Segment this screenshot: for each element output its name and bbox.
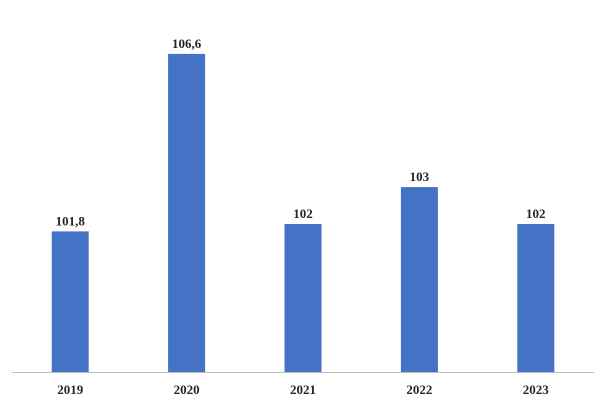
value-labels-group: 101,8 106,6 102 103 102 bbox=[56, 36, 546, 228]
x-tick-label-2020: 2020 bbox=[174, 382, 200, 397]
bars-group bbox=[51, 53, 555, 373]
x-tick-labels-group: 2019 2020 2021 2022 2023 bbox=[57, 382, 549, 397]
bar-2021 bbox=[284, 224, 322, 372]
bar-2022 bbox=[400, 187, 438, 372]
x-tick-label-2019: 2019 bbox=[57, 382, 84, 397]
x-tick-label-2021: 2021 bbox=[290, 382, 316, 397]
bar-2019 bbox=[51, 231, 89, 372]
value-label-2020: 106,6 bbox=[172, 36, 202, 51]
bar-2023 bbox=[517, 224, 555, 372]
value-label-2023: 102 bbox=[526, 206, 546, 221]
value-label-2019: 101,8 bbox=[56, 213, 86, 228]
x-tick-label-2022: 2022 bbox=[406, 382, 432, 397]
bar-2020 bbox=[168, 53, 206, 373]
x-tick-label-2023: 2023 bbox=[523, 382, 550, 397]
value-label-2022: 103 bbox=[410, 169, 430, 184]
value-label-2021: 102 bbox=[293, 206, 313, 221]
